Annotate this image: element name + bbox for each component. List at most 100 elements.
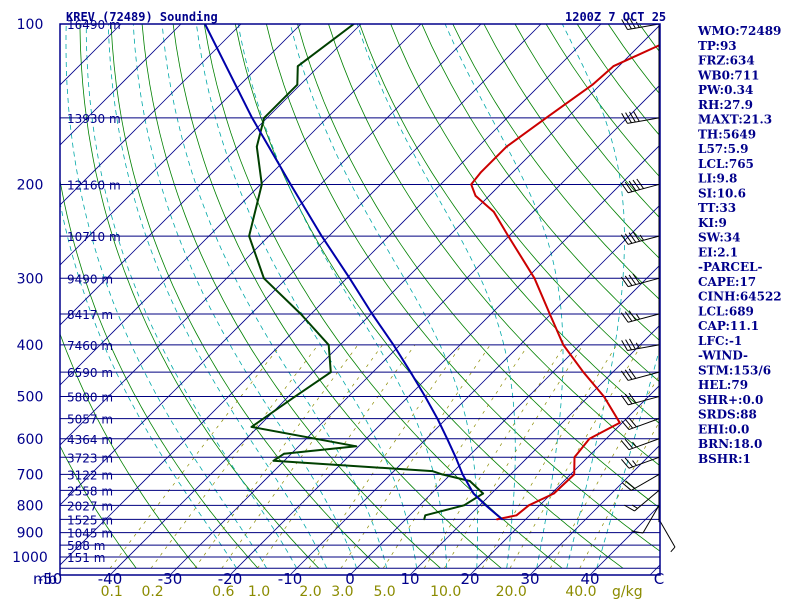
height-label: 2558 m [67, 484, 113, 498]
isotherm [60, 24, 242, 206]
mixing-ratio-line [194, 344, 359, 569]
height-label: 3723 m [67, 451, 113, 465]
series-point [468, 480, 471, 482]
wind-barb [622, 474, 660, 491]
temperature-tick-label: -30 [158, 570, 183, 588]
mixing-ratio-line [340, 344, 491, 569]
height-label: 5800 m [67, 391, 113, 405]
dry-adiabat [60, 445, 137, 569]
height-label: 7460 m [67, 339, 113, 353]
height-label: 10710 m [67, 230, 121, 244]
isotherm [289, 204, 660, 575]
wind-barb-flag [628, 392, 637, 404]
wind-barb-flag [624, 457, 634, 468]
series-point [573, 473, 576, 476]
temperature-tick-label: 20 [460, 570, 479, 588]
wind-barb-flag [628, 274, 637, 285]
isotherm [60, 24, 602, 566]
series-point [492, 210, 495, 213]
dry-adiabat [359, 24, 660, 425]
series-point [355, 445, 358, 448]
series-point [248, 235, 251, 238]
series-point [472, 492, 475, 495]
wind-barb-flag [624, 418, 634, 429]
wind-barb-shaft [631, 474, 660, 491]
series-point [250, 426, 253, 428]
mixing-ratio-line [257, 344, 416, 569]
wind-barb [620, 392, 660, 406]
wind-barb-flag [625, 339, 632, 351]
moist-adiabat [161, 24, 388, 569]
series-point [260, 183, 263, 186]
index-entry: WMO:72489 [697, 24, 781, 38]
pressure-tick-label: 700 [17, 467, 44, 483]
wind-barb-flag [625, 112, 632, 123]
pressure-unit-label: mb [33, 570, 57, 588]
wind-barb-half-flag [631, 504, 638, 509]
wind-barb [621, 338, 660, 351]
mixing-ratio-label: 2.0 [299, 584, 321, 600]
isotherm [229, 144, 660, 575]
index-entry: -PARCEL- [698, 260, 763, 274]
mixing-ratio-label: 0.1 [101, 584, 123, 600]
height-label: 16490 m [67, 18, 121, 32]
series-point [454, 456, 457, 459]
series-point [573, 456, 576, 459]
wind-barb-flag [624, 311, 633, 322]
isotherm [60, 24, 422, 386]
wind-barb-flag [620, 370, 629, 381]
wind-barb-flag [624, 275, 633, 286]
moist-adiabat [596, 346, 660, 569]
wind-barb-flag [620, 312, 629, 323]
height-label: 6590 m [67, 366, 113, 380]
wind-barb-flag [628, 180, 637, 191]
wind-barb-flag [624, 369, 633, 380]
height-label: 1525 m [67, 513, 113, 527]
isotherm [60, 24, 542, 506]
wind-barb-shaft [628, 456, 660, 469]
temperature-tick-label: 10 [400, 570, 419, 588]
height-label: 2027 m [67, 499, 113, 513]
series-point [263, 277, 265, 280]
moist-adiabat [289, 24, 479, 569]
series-point [296, 65, 299, 68]
mixing-ratio-label: 20.0 [496, 584, 527, 600]
temperature-unit-label: C [654, 570, 664, 588]
moist-adiabat [60, 200, 238, 569]
wind-barb-flag [629, 338, 636, 350]
series-point [255, 145, 258, 148]
wind-barb-half-flag [670, 546, 676, 553]
series-point [495, 518, 498, 521]
index-entry: RH:27.9 [698, 98, 753, 112]
index-entry: CAP:11.1 [698, 319, 759, 333]
moist-adiabat [196, 24, 418, 569]
wind-barb-flag [624, 233, 633, 244]
series-point [548, 313, 551, 315]
index-entry: SHR+:0.0 [698, 393, 763, 407]
series-point [348, 277, 351, 280]
height-label: 13930 m [67, 112, 121, 126]
series-point [289, 183, 292, 186]
wind-barb-flag [633, 110, 640, 122]
wind-barb-flag [629, 17, 636, 29]
series-point [463, 504, 465, 507]
mixing-ratio-line [308, 344, 462, 569]
series-point [436, 417, 439, 420]
series-point [470, 183, 473, 186]
pressure-tick-label: 900 [17, 526, 44, 542]
series-point [431, 470, 434, 472]
series-point [263, 117, 265, 119]
series-point [329, 371, 332, 374]
mixing-ratio-label: 3.0 [331, 584, 353, 600]
series-point [612, 65, 615, 68]
wind-barb-flag [620, 276, 629, 287]
moist-adiabat [65, 24, 268, 569]
index-entry: LCL:765 [698, 157, 754, 171]
series-point [507, 235, 510, 238]
chart-title: KREV (72489) Sounding [66, 10, 218, 24]
isotherm [109, 24, 660, 575]
wind-barb-flag [624, 504, 635, 512]
series-point [545, 117, 547, 119]
wind-barb-flag [620, 182, 629, 194]
